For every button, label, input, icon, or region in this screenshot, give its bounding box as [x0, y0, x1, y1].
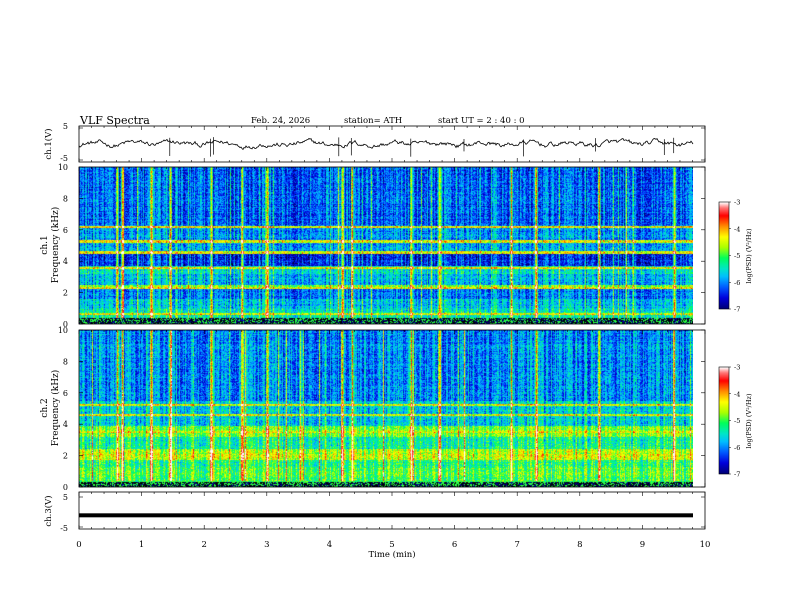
frequency-tick-label: 6 [63, 389, 68, 398]
colorbar-tick-label: -5 [734, 417, 740, 425]
ch2-colorbar-label: log(PSD) (V²/Hz) [745, 393, 753, 448]
x-axis-tick-labels: 0 1 2 3 4 5 6 7 8 9 10 [76, 540, 710, 550]
colorbar-tick-label: -7 [734, 306, 740, 314]
frequency-tick-label: 2 [63, 289, 68, 298]
ch2-colorbar: -3 -4 -5 -6 -7 log(PSD) (V²/Hz) [718, 364, 753, 479]
ch1-ytick-bottom: -5 [60, 154, 68, 163]
frequency-tick-label: 10 [58, 326, 68, 335]
ch2-spectrogram-ylabel: ch.2 [40, 398, 50, 417]
colorbar-tick-label: -4 [734, 225, 740, 233]
ch3-waveform-ylabel: ch.3(V) [43, 495, 54, 526]
frequency-tick-label: 4 [63, 257, 68, 266]
date-label: Feb. 24, 2026 [251, 116, 310, 126]
x-tick-label: 2 [201, 540, 206, 550]
ch1-colorbar-label: log(PSD) (V²/Hz) [745, 228, 753, 283]
frequency-tick-label: 10 [58, 163, 68, 172]
x-tick-label: 1 [139, 540, 144, 550]
ch1-colorbar-gradient [719, 202, 729, 309]
colorbar-tick-label: -6 [734, 279, 740, 287]
frequency-tick-label: 2 [63, 452, 68, 461]
colorbar-tick-label: -6 [734, 444, 740, 452]
colorbar-tick-label: -3 [734, 364, 740, 372]
ch1-waveform-panel: ch.1(V) 5 -5 [43, 122, 706, 163]
frequency-tick-label: 8 [63, 194, 68, 203]
x-tick-label: 8 [577, 540, 582, 550]
figure-title: VLF Spectra [79, 114, 150, 127]
frequency-tick-label: 8 [63, 357, 68, 366]
x-tick-label: 9 [640, 540, 645, 550]
colorbar-tick-label: -5 [734, 252, 740, 260]
frequency-tick-label: 0 [63, 483, 68, 492]
ch2-spectrogram-panel: 0 2 4 6 8 10 ch.2 Frequency (kHz) [40, 326, 706, 492]
ch3-waveform-line [79, 513, 693, 518]
ch1-waveform-line [78, 137, 694, 151]
x-axis-label: Time (min) [368, 549, 415, 560]
start-time-label: start UT = 2 : 40 : 0 [438, 116, 525, 126]
colorbar-tick-label: -3 [734, 199, 740, 207]
ch2-frequency-ylabel: Frequency (kHz) [50, 370, 61, 447]
colorbar-tick-label: -7 [734, 471, 740, 479]
ch2-spectrogram-image [79, 330, 693, 487]
ch1-spectrogram-image [79, 167, 693, 324]
x-tick-label: 6 [452, 540, 457, 550]
ch1-colorbar: -3 -4 -5 -6 -7 log(PSD) (V²/Hz) [718, 199, 753, 314]
ch3-waveform-panel: ch.3(V) 5 -5 [43, 491, 706, 533]
ch3-ytick-bottom: -5 [60, 524, 68, 533]
frequency-tick-label: 0 [63, 320, 68, 329]
ch1-waveform-ylabel: ch.1(V) [43, 128, 54, 159]
colorbar-tick-label: -4 [734, 390, 740, 398]
ch1-ytick-top: 5 [63, 122, 68, 131]
frequency-tick-label: 4 [63, 420, 68, 429]
x-tick-label: 10 [700, 540, 711, 550]
x-tick-label: 5 [389, 540, 394, 550]
x-tick-label: 0 [76, 540, 81, 550]
ch1-spectrogram-panel: 0 2 4 6 8 10 ch.1 Frequency (kHz) [40, 163, 706, 329]
ch3-ytick-top: 5 [63, 493, 68, 502]
x-tick-label: 4 [327, 540, 332, 550]
ch1-frequency-ylabel: Frequency (kHz) [50, 207, 61, 284]
station-label: station= ATH [344, 116, 402, 126]
frequency-tick-label: 6 [63, 226, 68, 235]
x-tick-label: 7 [514, 540, 519, 550]
ch1-spectrogram-ylabel: ch.1 [40, 235, 50, 254]
ch2-colorbar-gradient [719, 367, 729, 474]
x-tick-label: 3 [264, 540, 269, 550]
